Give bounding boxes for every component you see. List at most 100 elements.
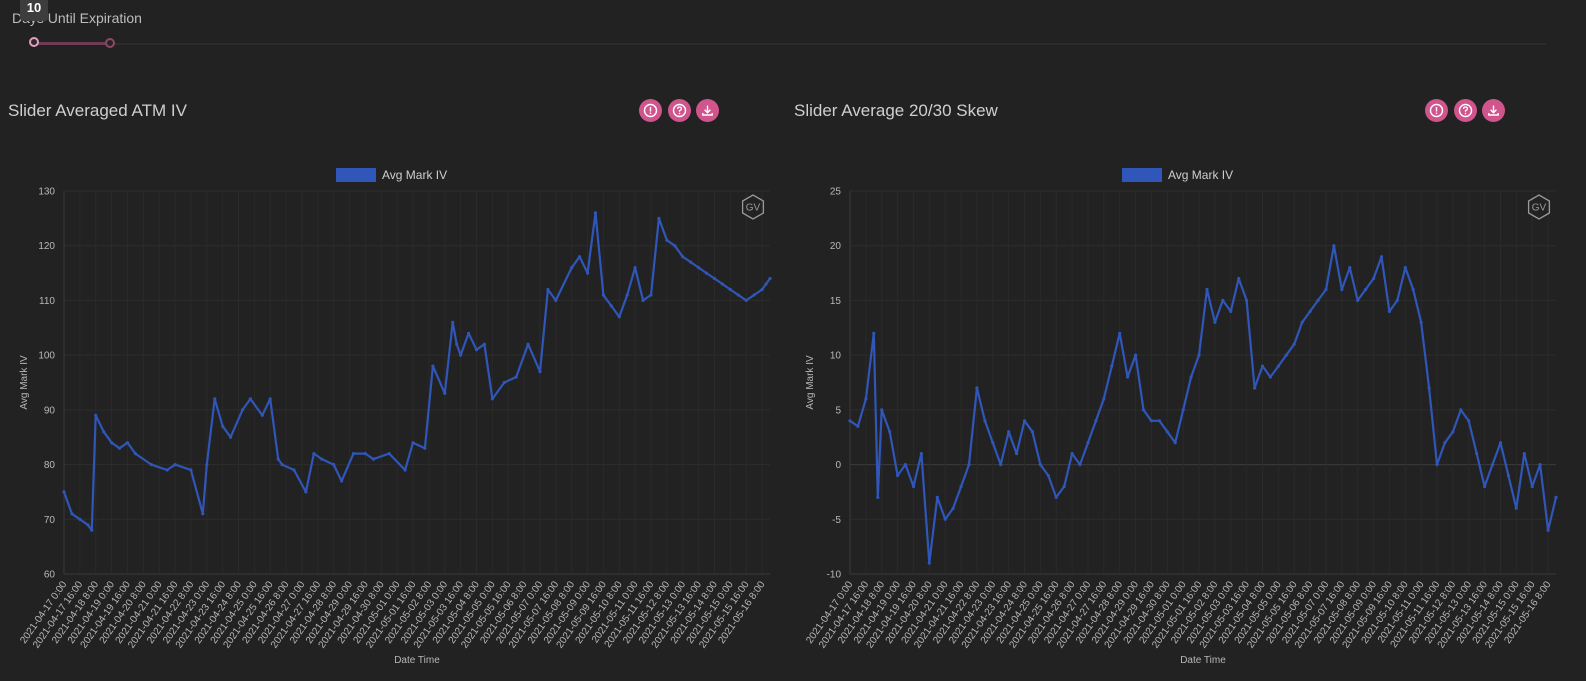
slider-thumb-min[interactable] — [29, 37, 39, 47]
download-icon[interactable] — [1482, 99, 1505, 122]
slider-track[interactable] — [34, 43, 1546, 45]
data-point — [1419, 320, 1423, 324]
data-point — [240, 408, 245, 412]
data-point — [1324, 287, 1328, 292]
data-point — [1015, 452, 1019, 456]
slider-thumb-max[interactable] — [105, 38, 115, 48]
data-point — [975, 386, 979, 390]
data-point — [411, 441, 415, 445]
data-point — [911, 484, 916, 489]
data-point — [1514, 506, 1518, 510]
data-point — [332, 463, 336, 467]
data-point — [1364, 287, 1368, 292]
data-point — [248, 397, 252, 401]
data-point — [903, 463, 908, 467]
y-tick-label: 15 — [830, 296, 842, 307]
data-point — [959, 484, 963, 489]
data-point — [1372, 276, 1376, 281]
data-point — [864, 397, 868, 401]
data-point — [403, 468, 407, 472]
data-point — [102, 430, 106, 434]
data-point — [1459, 408, 1463, 412]
data-point — [896, 473, 900, 478]
data-point — [1435, 463, 1439, 467]
data-point — [927, 561, 931, 565]
y-tick-label: 110 — [39, 296, 55, 307]
data-point — [1046, 473, 1050, 478]
data-point — [1443, 441, 1447, 445]
data-point — [110, 441, 114, 445]
data-point — [1260, 364, 1265, 368]
y-tick-label: 20 — [830, 241, 842, 252]
help-icon[interactable] — [668, 99, 691, 122]
y-tick-label: -5 — [832, 515, 841, 526]
y-axis-title: Avg Mark IV — [19, 355, 30, 410]
data-point — [1332, 244, 1336, 248]
info-icon[interactable] — [639, 99, 662, 122]
data-point — [86, 523, 90, 527]
data-point — [1229, 309, 1233, 313]
data-point — [490, 397, 494, 401]
data-point — [1554, 495, 1558, 499]
data-point — [1348, 266, 1352, 270]
help-icon[interactable] — [1454, 99, 1477, 122]
gv-logo-text: GV — [746, 203, 761, 214]
data-point — [641, 298, 645, 302]
data-point — [514, 375, 518, 379]
data-point — [221, 424, 225, 428]
data-point — [351, 452, 356, 456]
data-point — [943, 517, 947, 521]
data-point — [455, 342, 459, 346]
data-point — [888, 430, 892, 434]
data-point — [1483, 484, 1487, 489]
data-point — [697, 266, 701, 270]
data-point — [856, 424, 860, 428]
data-point — [546, 287, 550, 292]
data-point — [1530, 484, 1534, 489]
data-point — [848, 419, 852, 423]
data-point — [1078, 463, 1082, 467]
atm-iv-chart: Avg Mark IV607080901001101201302021-04-1… — [18, 168, 772, 666]
data-point — [474, 348, 479, 352]
data-point — [1427, 386, 1431, 390]
data-point — [165, 468, 169, 472]
download-icon[interactable] — [696, 99, 719, 122]
panel-title-atm-iv: Slider Averaged ATM IV — [8, 101, 187, 120]
y-tick-label: 0 — [835, 460, 841, 471]
data-point — [1189, 375, 1193, 379]
data-point — [538, 370, 542, 374]
data-point — [1070, 452, 1074, 456]
data-point — [371, 457, 375, 461]
data-point — [1197, 353, 1201, 357]
y-tick-label: 70 — [44, 515, 56, 526]
data-point — [312, 452, 316, 456]
data-point — [1007, 430, 1011, 434]
y-tick-label: -10 — [827, 570, 842, 581]
data-point — [1165, 430, 1169, 434]
data-point — [681, 255, 685, 259]
data-point — [201, 512, 205, 516]
legend-swatch — [336, 168, 376, 182]
data-point — [149, 463, 153, 467]
data-point — [1356, 298, 1360, 302]
data-point — [880, 408, 884, 412]
data-point — [935, 495, 939, 499]
data-point — [736, 293, 740, 297]
data-point — [62, 490, 66, 494]
data-point — [1316, 298, 1320, 302]
data-point — [268, 397, 272, 401]
slider-value-tooltip: 10 — [20, 0, 48, 21]
data-point — [423, 446, 427, 450]
data-point — [260, 413, 264, 417]
data-point — [292, 468, 296, 472]
data-point — [1268, 375, 1272, 379]
data-point — [967, 463, 971, 467]
data-point — [117, 446, 122, 450]
data-point — [554, 298, 558, 302]
data-point — [276, 457, 280, 461]
data-point — [633, 266, 637, 270]
data-point — [704, 271, 709, 275]
data-point — [1379, 255, 1384, 259]
info-icon[interactable] — [1425, 99, 1448, 122]
data-point — [1157, 419, 1161, 423]
